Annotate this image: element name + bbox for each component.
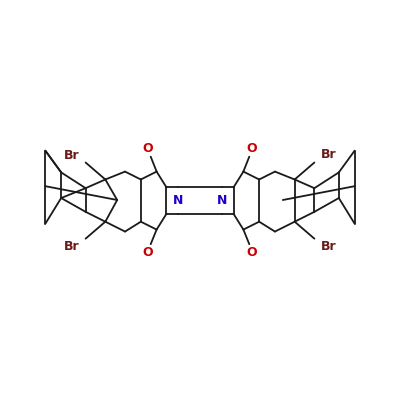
Text: O: O [143, 142, 153, 155]
Text: O: O [143, 246, 153, 258]
Text: Br: Br [64, 240, 80, 253]
Text: O: O [247, 246, 257, 258]
Text: Br: Br [320, 240, 336, 253]
Text: Br: Br [320, 148, 336, 161]
Text: N: N [216, 194, 227, 207]
Text: Br: Br [64, 149, 80, 162]
Text: O: O [247, 142, 257, 155]
Text: N: N [173, 194, 184, 207]
